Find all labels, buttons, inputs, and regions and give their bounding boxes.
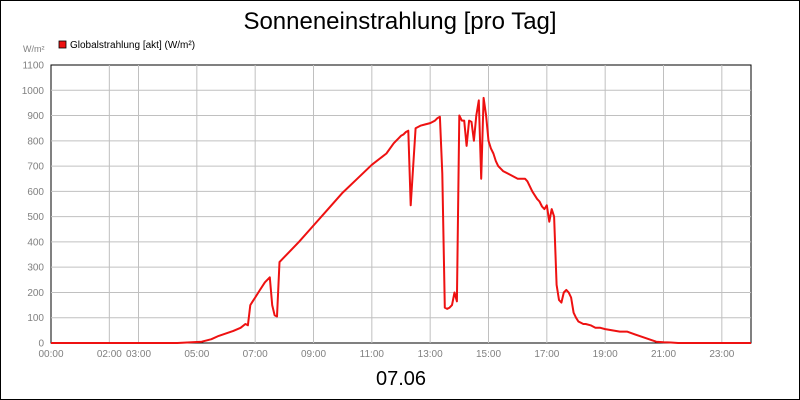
y-tick-label: 600	[27, 187, 44, 198]
plot-area	[50, 64, 752, 344]
x-tick-label: 23:00	[709, 349, 734, 360]
x-tick-label: 13:00	[418, 349, 443, 360]
y-tick-label: 700	[27, 162, 44, 173]
y-tick-label: 1000	[22, 86, 45, 97]
y-tick-label: 0	[38, 339, 44, 350]
x-tick-label: 15:00	[476, 349, 501, 360]
y-tick-label: 800	[27, 136, 44, 147]
legend-swatch	[58, 40, 67, 49]
x-axis: 00:00 02:00 03:00 05:00 07:00 09:00 11:00 13:00…	[38, 349, 734, 360]
chart-title: Sonneneinstrahlung [pro Tag]	[243, 8, 556, 35]
date-label: 07.06	[376, 368, 426, 390]
y-tick-label: 300	[27, 263, 44, 274]
y-tick-label: 100	[27, 313, 44, 324]
x-tick-label: 00:00	[38, 349, 63, 360]
series-line	[51, 96, 751, 344]
x-tick-label: 11:00	[360, 349, 385, 360]
x-tick-label: 17:00	[534, 349, 559, 360]
x-tick-label: 05:00	[184, 349, 209, 360]
y-tick-label: 400	[27, 237, 44, 248]
x-tick-label: 07:00	[243, 349, 268, 360]
x-tick-label: 09:00	[301, 349, 326, 360]
x-tick-label: 02:00	[97, 349, 122, 360]
y-tick-label: 900	[27, 111, 44, 122]
x-tick-label: 19:00	[593, 349, 618, 360]
legend-label: Globalstrahlung [akt] (W/m²)	[70, 40, 195, 51]
x-tick-label: 21:00	[651, 349, 676, 360]
y-tick-label: 500	[27, 212, 44, 223]
x-tick-label: 03:00	[126, 349, 151, 360]
y-axis-unit-label: W/m²	[23, 44, 45, 54]
y-axis: 0 100 200 300 400 500 600 700 800 900 1000 1100	[22, 61, 45, 350]
legend: Globalstrahlung [akt] (W/m²)	[58, 40, 195, 51]
y-tick-label: 1100	[22, 61, 44, 72]
series-layer	[51, 96, 751, 344]
y-tick-label: 200	[27, 288, 44, 299]
